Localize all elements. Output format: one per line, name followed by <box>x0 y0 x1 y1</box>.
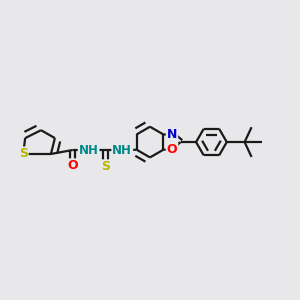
Text: S: S <box>101 160 110 173</box>
Text: O: O <box>167 143 177 156</box>
Text: N: N <box>167 128 177 141</box>
Text: NH: NH <box>79 143 98 157</box>
Text: S: S <box>19 148 28 160</box>
Text: O: O <box>68 159 78 172</box>
Text: NH: NH <box>112 143 132 157</box>
